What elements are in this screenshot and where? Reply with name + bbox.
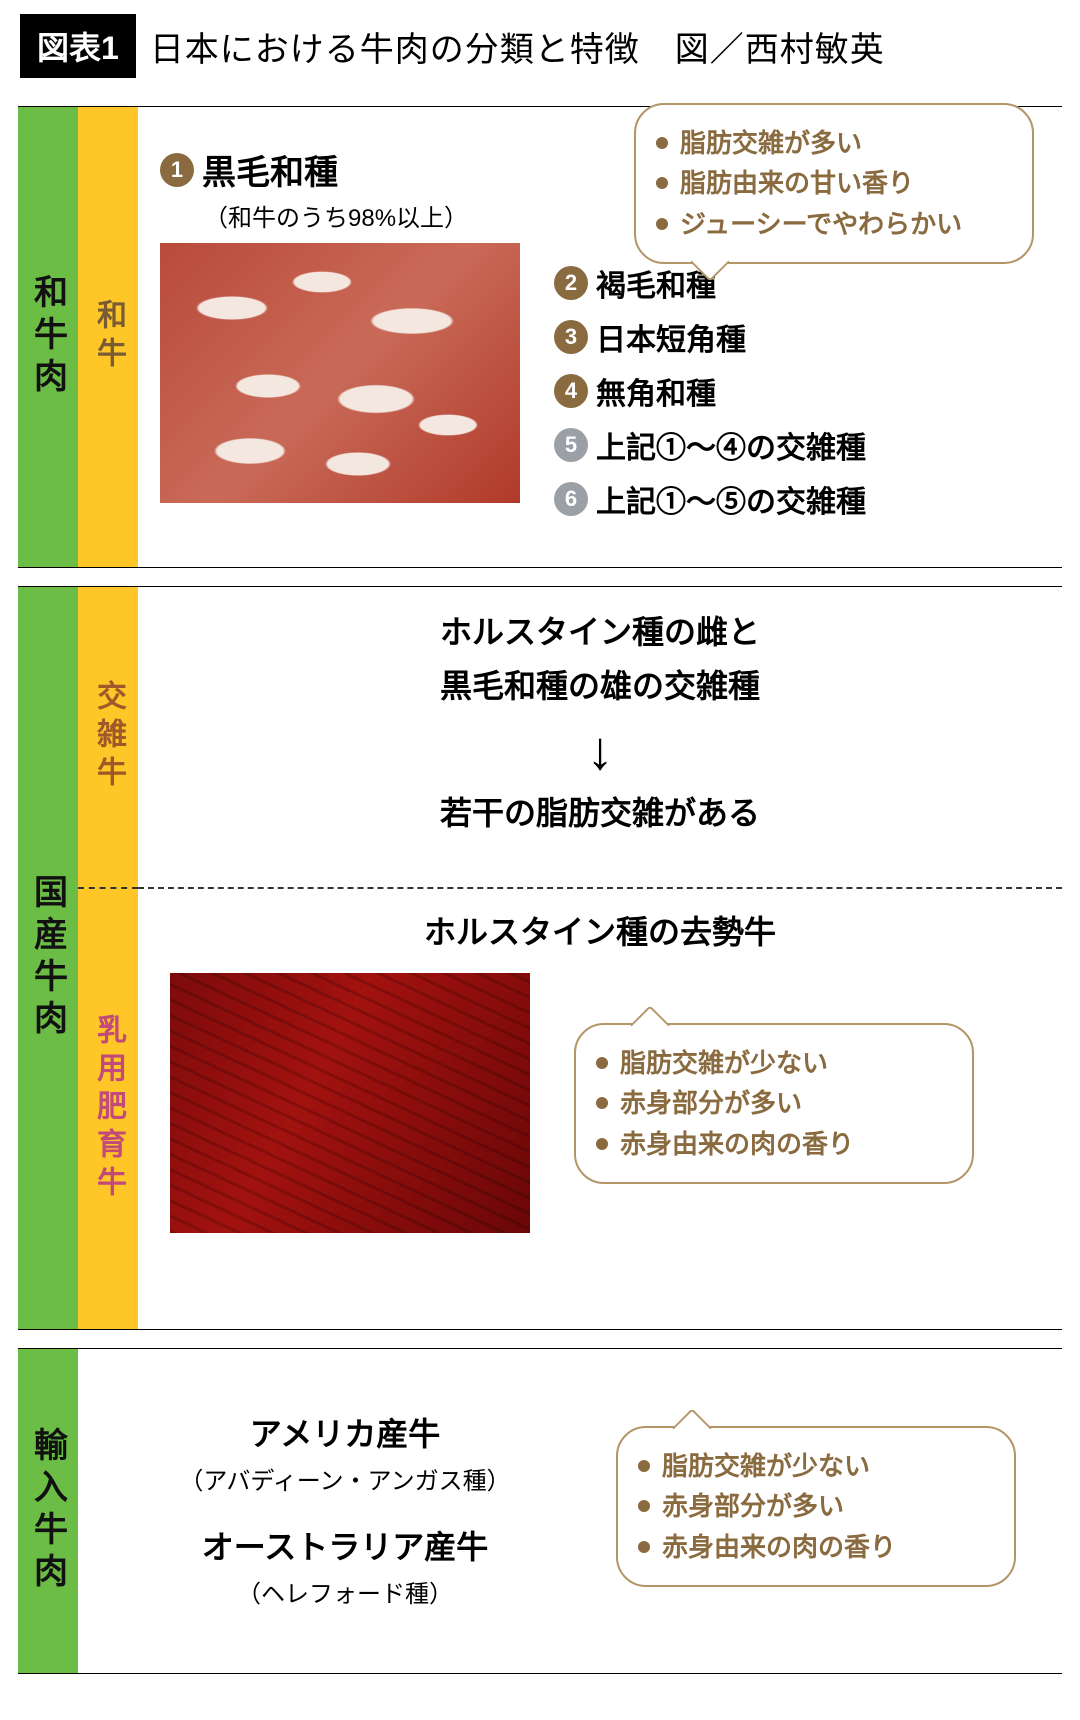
breed-name: 無角和種 xyxy=(596,369,716,413)
row-content: 脂肪交雑が多い 脂肪由来の甘い香り ジューシーでやわらかい 1 黒毛和種 （和牛… xyxy=(138,107,1062,567)
sub-cell: 交雑牛 xyxy=(78,587,138,887)
row-content-dairy: ホルスタイン種の去勢牛 脂肪交雑が少ない 赤身部分が多い 赤身由来の肉の香り xyxy=(138,887,1062,1329)
breed-number-icon: 3 xyxy=(554,320,588,354)
feature-bubble: 脂肪交雑が少ない 赤身部分が多い 赤身由来の肉の香り xyxy=(616,1426,1016,1587)
breed-note: （和牛のうち98%以上） xyxy=(204,198,520,233)
cross-desc-line: 黒毛和種の雄の交雑種 xyxy=(160,663,1040,709)
feature-bubble: 脂肪交雑が少ない 赤身部分が多い 赤身由来の肉の香り xyxy=(574,1023,974,1184)
breed-number-icon: 2 xyxy=(554,266,588,300)
row-imported-beef: 輸入牛肉 アメリカ産牛 （アバディーン・アンガス種） オーストラリア産牛 （ヘレ… xyxy=(18,1348,1062,1674)
classification-rows: 和牛肉 和牛 脂肪交雑が多い 脂肪由来の甘い香り ジューシーでやわらかい 1 xyxy=(0,106,1080,1692)
breed-item: 6 上記①〜⑤の交雑種 xyxy=(554,477,866,521)
breed-name: 黒毛和種 xyxy=(202,145,338,194)
breed-item: 3 日本短角種 xyxy=(554,315,866,359)
down-arrow-icon: ↓ xyxy=(160,724,1040,778)
cross-result: 若干の脂肪交雑がある xyxy=(160,788,1040,834)
breed-item: 5 上記①〜④の交雑種 xyxy=(554,423,866,467)
header: 図表1 日本における牛肉の分類と特徴 図／西村敏英 xyxy=(0,0,1080,106)
sub-cell: 乳用肥育牛 xyxy=(78,887,138,1329)
sub-cell: 和牛 xyxy=(78,107,138,567)
feature-item: 脂肪交雑が少ない xyxy=(596,1043,948,1083)
breed-number-icon: 4 xyxy=(554,374,588,408)
feature-item: ジューシーでやわらかい xyxy=(656,204,1008,244)
category-bar: 輸入牛肉 xyxy=(18,1349,78,1673)
breed-name: 日本短角種 xyxy=(596,315,746,359)
category-bar: 和牛肉 xyxy=(18,107,78,567)
meat-image-marbled xyxy=(160,243,520,503)
breed-number-icon: 5 xyxy=(554,428,588,462)
row-content: アメリカ産牛 （アバディーン・アンガス種） オーストラリア産牛 （ヘレフォード種… xyxy=(78,1349,1062,1673)
feature-item: 脂肪由来の甘い香り xyxy=(656,163,1008,203)
holstein-heading: ホルスタイン種の去勢牛 xyxy=(160,907,1040,953)
breed-number-icon: 1 xyxy=(160,153,194,187)
breed-name: 上記①〜⑤の交雑種 xyxy=(596,477,866,521)
sub-bar: 和牛 xyxy=(78,107,138,567)
sub-bar: 交雑牛 乳用肥育牛 xyxy=(78,587,138,1329)
row-wagyu-beef: 和牛肉 和牛 脂肪交雑が多い 脂肪由来の甘い香り ジューシーでやわらかい 1 xyxy=(18,106,1062,568)
feature-bubble: 脂肪交雑が多い 脂肪由来の甘い香り ジューシーでやわらかい xyxy=(634,103,1034,264)
category-label: 和牛肉 xyxy=(24,274,73,400)
feature-item: 赤身部分が多い xyxy=(596,1083,948,1123)
sub-label: 和牛 xyxy=(86,299,130,375)
feature-item: 脂肪交雑が多い xyxy=(656,123,1008,163)
feature-item: 赤身由来の肉の香り xyxy=(596,1124,948,1164)
breed-number-icon: 6 xyxy=(554,482,588,516)
meat-image-lean xyxy=(170,973,530,1233)
row-domestic-beef: 国産牛肉 交雑牛 乳用肥育牛 ホルスタイン種の雌と 黒毛和種の雄の交雑種 ↓ 若… xyxy=(18,586,1062,1330)
row-content-cross: ホルスタイン種の雌と 黒毛和種の雄の交雑種 ↓ 若干の脂肪交雑がある xyxy=(138,587,1062,887)
import-note: （ヘレフォード種） xyxy=(104,1574,586,1609)
sub-label: 交雑牛 xyxy=(86,680,130,794)
category-label: 輸入牛肉 xyxy=(24,1427,73,1595)
cross-desc-line: ホルスタイン種の雌と xyxy=(160,609,1040,655)
category-bar: 国産牛肉 xyxy=(18,587,78,1329)
breed-name: 上記①〜④の交雑種 xyxy=(596,423,866,467)
sub-label: 乳用肥育牛 xyxy=(86,1014,130,1204)
main-breed: 1 黒毛和種 （和牛のうち98%以上） xyxy=(160,121,520,233)
feature-item: 脂肪交雑が少ない xyxy=(638,1446,990,1486)
figure-title: 日本における牛肉の分類と特徴 図／西村敏英 xyxy=(150,22,885,71)
import-name: オーストラリア産牛 xyxy=(104,1522,586,1568)
feature-item: 赤身部分が多い xyxy=(638,1486,990,1526)
import-name: アメリカ産牛 xyxy=(104,1409,586,1455)
figure-badge: 図表1 xyxy=(20,14,136,78)
breed-item: 4 無角和種 xyxy=(554,369,866,413)
import-note: （アバディーン・アンガス種） xyxy=(104,1461,586,1496)
feature-item: 赤身由来の肉の香り xyxy=(638,1527,990,1567)
category-label: 国産牛肉 xyxy=(24,874,73,1042)
